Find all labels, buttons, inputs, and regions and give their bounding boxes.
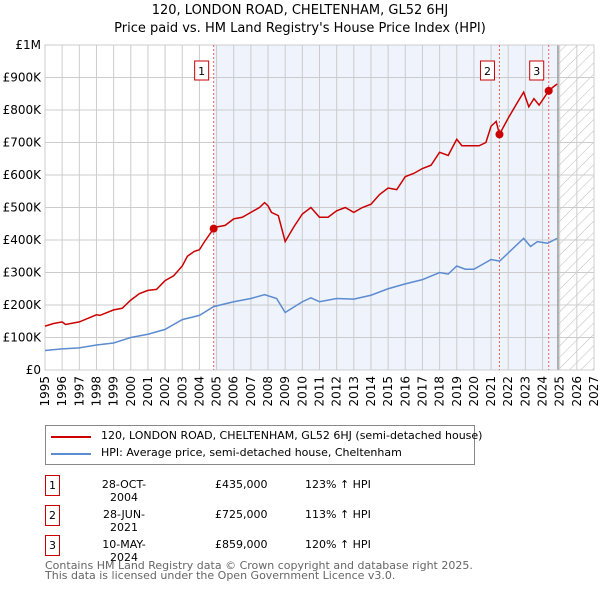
x-tick-label: 2006 <box>227 376 241 407</box>
sale-label-box <box>479 60 495 81</box>
legend-label: 120, LONDON ROAD, CHELTENHAM, GL52 6HJ (… <box>101 429 483 442</box>
sale-point <box>544 86 553 95</box>
sale-hpi-change: 120% ↑ HPI <box>305 538 371 551</box>
x-tick-label: 2019 <box>450 376 464 407</box>
legend-swatch-blue <box>51 453 91 455</box>
y-tick-label: £0 <box>26 363 41 377</box>
x-tick-label: 2017 <box>415 376 429 407</box>
x-tick-label: 2014 <box>364 376 378 407</box>
attribution-line-1: Contains HM Land Registry data © Crown c… <box>45 559 473 572</box>
sale-point <box>495 130 504 139</box>
y-tick-label: £800K <box>3 103 43 117</box>
x-tick-label: 1999 <box>107 376 121 407</box>
sale-number: 2 <box>45 505 60 526</box>
x-tick-label: 2003 <box>175 376 189 407</box>
y-tick-label: £1M <box>15 38 41 52</box>
x-tick-label: 2001 <box>141 376 155 407</box>
x-tick-label: 2016 <box>398 376 412 407</box>
attribution-line-2: This data is licensed under the Open Gov… <box>45 569 396 582</box>
x-tick-label: 2008 <box>261 376 275 407</box>
y-tick-label: £500K <box>3 201 43 215</box>
x-tick-label: 1996 <box>55 376 69 407</box>
x-tick-label: 2020 <box>467 376 481 407</box>
plot-frame <box>44 44 595 371</box>
sale-row: 2 28-JUN-2021 £725,000 113% ↑ HPI <box>45 505 465 534</box>
x-tick-label: 2018 <box>433 376 447 407</box>
plot-area: 1995 1996 1997 1998 1999 2000 2001 2002 2003 2004… <box>3 38 600 407</box>
x-tick-label: 2004 <box>192 376 206 407</box>
x-tick-label: 2015 <box>381 376 395 407</box>
x-tick-label: 2011 <box>313 376 327 407</box>
y-tick-label: £100K <box>3 331 43 345</box>
y-tick-label: £400K <box>3 233 43 247</box>
x-tick-label: 1997 <box>72 376 86 407</box>
y-tick-label: £200K <box>3 298 43 312</box>
sale-date: 28-JUN-2021 <box>102 508 146 534</box>
y-tick-label: £900K <box>3 71 43 85</box>
x-tick-label: 2012 <box>330 376 344 407</box>
x-tick-label: 2010 <box>295 376 309 407</box>
sale-number: 1 <box>45 475 60 496</box>
series-line-property <box>44 83 558 327</box>
x-tick-label: 2000 <box>124 376 138 407</box>
sale-price: £435,000 <box>215 478 268 491</box>
series-line-hpi <box>44 237 558 352</box>
sale-row: 1 28-OCT-2004 £435,000 123% ↑ HPI <box>45 475 465 504</box>
sale-label: 3 <box>533 65 540 78</box>
attribution: Contains HM Land Registry data © Crown c… <box>45 559 473 582</box>
chart-title: 120, LONDON ROAD, CHELTENHAM, GL52 6HJ <box>151 3 449 18</box>
x-tick-label: 2024 <box>536 376 550 407</box>
sale-date: 10-MAY-2024 <box>102 538 146 564</box>
sale-point <box>209 224 218 233</box>
x-tick-label: 2027 <box>587 376 600 407</box>
x-tick-label: 2026 <box>570 376 584 407</box>
x-tick-label: 2025 <box>553 376 567 407</box>
sale-label: 2 <box>484 65 491 78</box>
sale-label-box <box>529 60 545 81</box>
sale-price: £859,000 <box>215 538 268 551</box>
legend: 120, LONDON ROAD, CHELTENHAM, GL52 6HJ (… <box>45 425 482 465</box>
legend-label: HPI: Average price, semi-detached house,… <box>101 446 402 459</box>
chart-subtitle: Price paid vs. HM Land Registry's House … <box>114 21 486 36</box>
x-tick-label: 2023 <box>518 376 532 407</box>
y-tick-label: £300K <box>3 266 43 280</box>
sale-hpi-change: 113% ↑ HPI <box>305 508 371 521</box>
y-tick-label: £700K <box>3 136 43 150</box>
x-tick-label: 2005 <box>210 376 224 407</box>
sale-date: 28-OCT-2004 <box>101 478 147 504</box>
x-tick-label: 2002 <box>158 376 172 407</box>
x-tick-label: 2009 <box>278 376 292 407</box>
y-tick-label: £600K <box>3 168 43 182</box>
x-tick-label: 2007 <box>244 376 258 407</box>
sale-label-box <box>194 60 210 81</box>
sale-label: 1 <box>198 65 205 78</box>
x-tick-label: 2013 <box>347 376 361 407</box>
x-tick-label: 1998 <box>89 376 103 407</box>
sale-row: 3 10-MAY-2024 £859,000 120% ↑ HPI <box>45 535 465 564</box>
legend-swatch-red <box>51 436 91 438</box>
sale-hpi-change: 123% ↑ HPI <box>305 478 371 491</box>
x-tick-label: 1995 <box>38 376 52 407</box>
sale-price: £725,000 <box>215 508 268 521</box>
x-tick-label: 2022 <box>501 376 515 407</box>
x-tick-label: 2021 <box>484 376 498 407</box>
sale-number: 3 <box>45 535 60 556</box>
